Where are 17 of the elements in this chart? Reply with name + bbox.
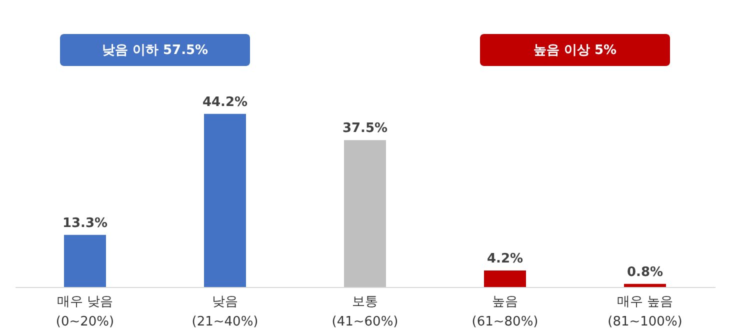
x-tick-label: 높음 (61~80%) [472, 294, 538, 330]
x-tick-label: 매우 낮음 (0~20%) [56, 294, 114, 330]
data-label: 0.8% [626, 264, 664, 280]
bar [624, 284, 666, 287]
x-tick-label: 낮음 (21~40%) [192, 294, 258, 330]
bar [484, 270, 526, 287]
bar [344, 140, 386, 287]
data-label: 37.5% [342, 121, 388, 136]
text: 높음 이상 5% [533, 43, 617, 58]
bar [64, 234, 106, 287]
data-label: 44.2% [202, 94, 248, 110]
data-label: 13.3% [62, 216, 108, 231]
x-tick-label: 매우 높음 (81~100%) [608, 294, 682, 330]
bar [204, 114, 246, 287]
text: 낮음 이하 57.5% [102, 43, 208, 58]
data-label: 4.2% [486, 252, 524, 267]
x-tick-label: 보통 (41~60%) [332, 294, 398, 330]
